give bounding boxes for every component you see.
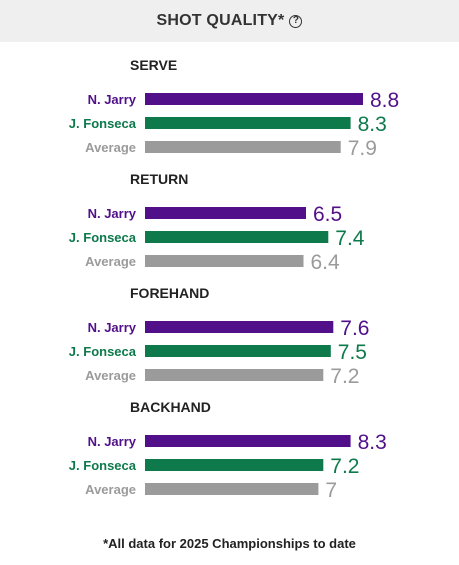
bar-serve-average bbox=[145, 141, 341, 153]
value-label-serve-average: 7.9 bbox=[348, 137, 377, 160]
series-label-n-jarry: N. Jarry bbox=[88, 92, 137, 107]
bar-backhand-j-fonseca bbox=[145, 459, 324, 471]
value-label-forehand-average: 7.2 bbox=[330, 365, 359, 388]
series-label-average: Average bbox=[85, 254, 136, 269]
bar-backhand-n-jarry bbox=[145, 435, 351, 447]
value-label-backhand-j-fonseca: 7.2 bbox=[330, 455, 359, 478]
bar-forehand-average bbox=[145, 369, 324, 381]
shot-quality-chart: SERVE N. Jarry 8.8 J. Fonseca 8.3 Average 7.9 R… bbox=[69, 57, 399, 502]
value-label-return-j-fonseca: 7.4 bbox=[335, 227, 365, 250]
bar-return-n-jarry bbox=[145, 207, 306, 219]
series-label-j-fonseca: J. Fonseca bbox=[69, 230, 137, 245]
group-label-serve: SERVE bbox=[130, 57, 177, 73]
bar-backhand-average bbox=[145, 483, 319, 495]
bar-serve-j-fonseca bbox=[145, 117, 351, 129]
value-label-backhand-n-jarry: 8.3 bbox=[358, 431, 387, 454]
group-label-backhand: BACKHAND bbox=[130, 399, 211, 415]
chart-title: SHOT QUALITY* bbox=[156, 12, 285, 29]
series-label-n-jarry: N. Jarry bbox=[88, 206, 137, 221]
value-label-forehand-j-fonseca: 7.5 bbox=[338, 341, 367, 364]
series-label-j-fonseca: J. Fonseca bbox=[69, 344, 137, 359]
value-label-return-average: 6.4 bbox=[311, 251, 341, 274]
series-label-j-fonseca: J. Fonseca bbox=[69, 116, 137, 131]
bar-return-j-fonseca bbox=[145, 231, 329, 243]
bar-forehand-j-fonseca bbox=[145, 345, 331, 357]
series-label-average: Average bbox=[85, 368, 136, 383]
question-circle-icon[interactable]: ? bbox=[289, 14, 303, 28]
bar-return-average bbox=[145, 255, 304, 267]
bar-forehand-n-jarry bbox=[145, 321, 334, 333]
value-label-backhand-average: 7 bbox=[325, 479, 337, 502]
footnote: *All data for 2025 Championships to date bbox=[103, 536, 356, 551]
value-label-serve-n-jarry: 8.8 bbox=[370, 89, 399, 112]
bar-serve-n-jarry bbox=[145, 93, 363, 105]
series-label-j-fonseca: J. Fonseca bbox=[69, 458, 137, 473]
value-label-return-n-jarry: 6.5 bbox=[313, 203, 342, 226]
series-label-n-jarry: N. Jarry bbox=[88, 320, 137, 335]
group-label-forehand: FOREHAND bbox=[130, 285, 209, 301]
value-label-serve-j-fonseca: 8.3 bbox=[358, 113, 387, 136]
group-label-return: RETURN bbox=[130, 171, 188, 187]
series-label-n-jarry: N. Jarry bbox=[88, 434, 137, 449]
series-label-average: Average bbox=[85, 482, 136, 497]
series-label-average: Average bbox=[85, 140, 136, 155]
chart-header: SHOT QUALITY* ? bbox=[0, 0, 459, 42]
value-label-forehand-n-jarry: 7.6 bbox=[340, 317, 369, 340]
